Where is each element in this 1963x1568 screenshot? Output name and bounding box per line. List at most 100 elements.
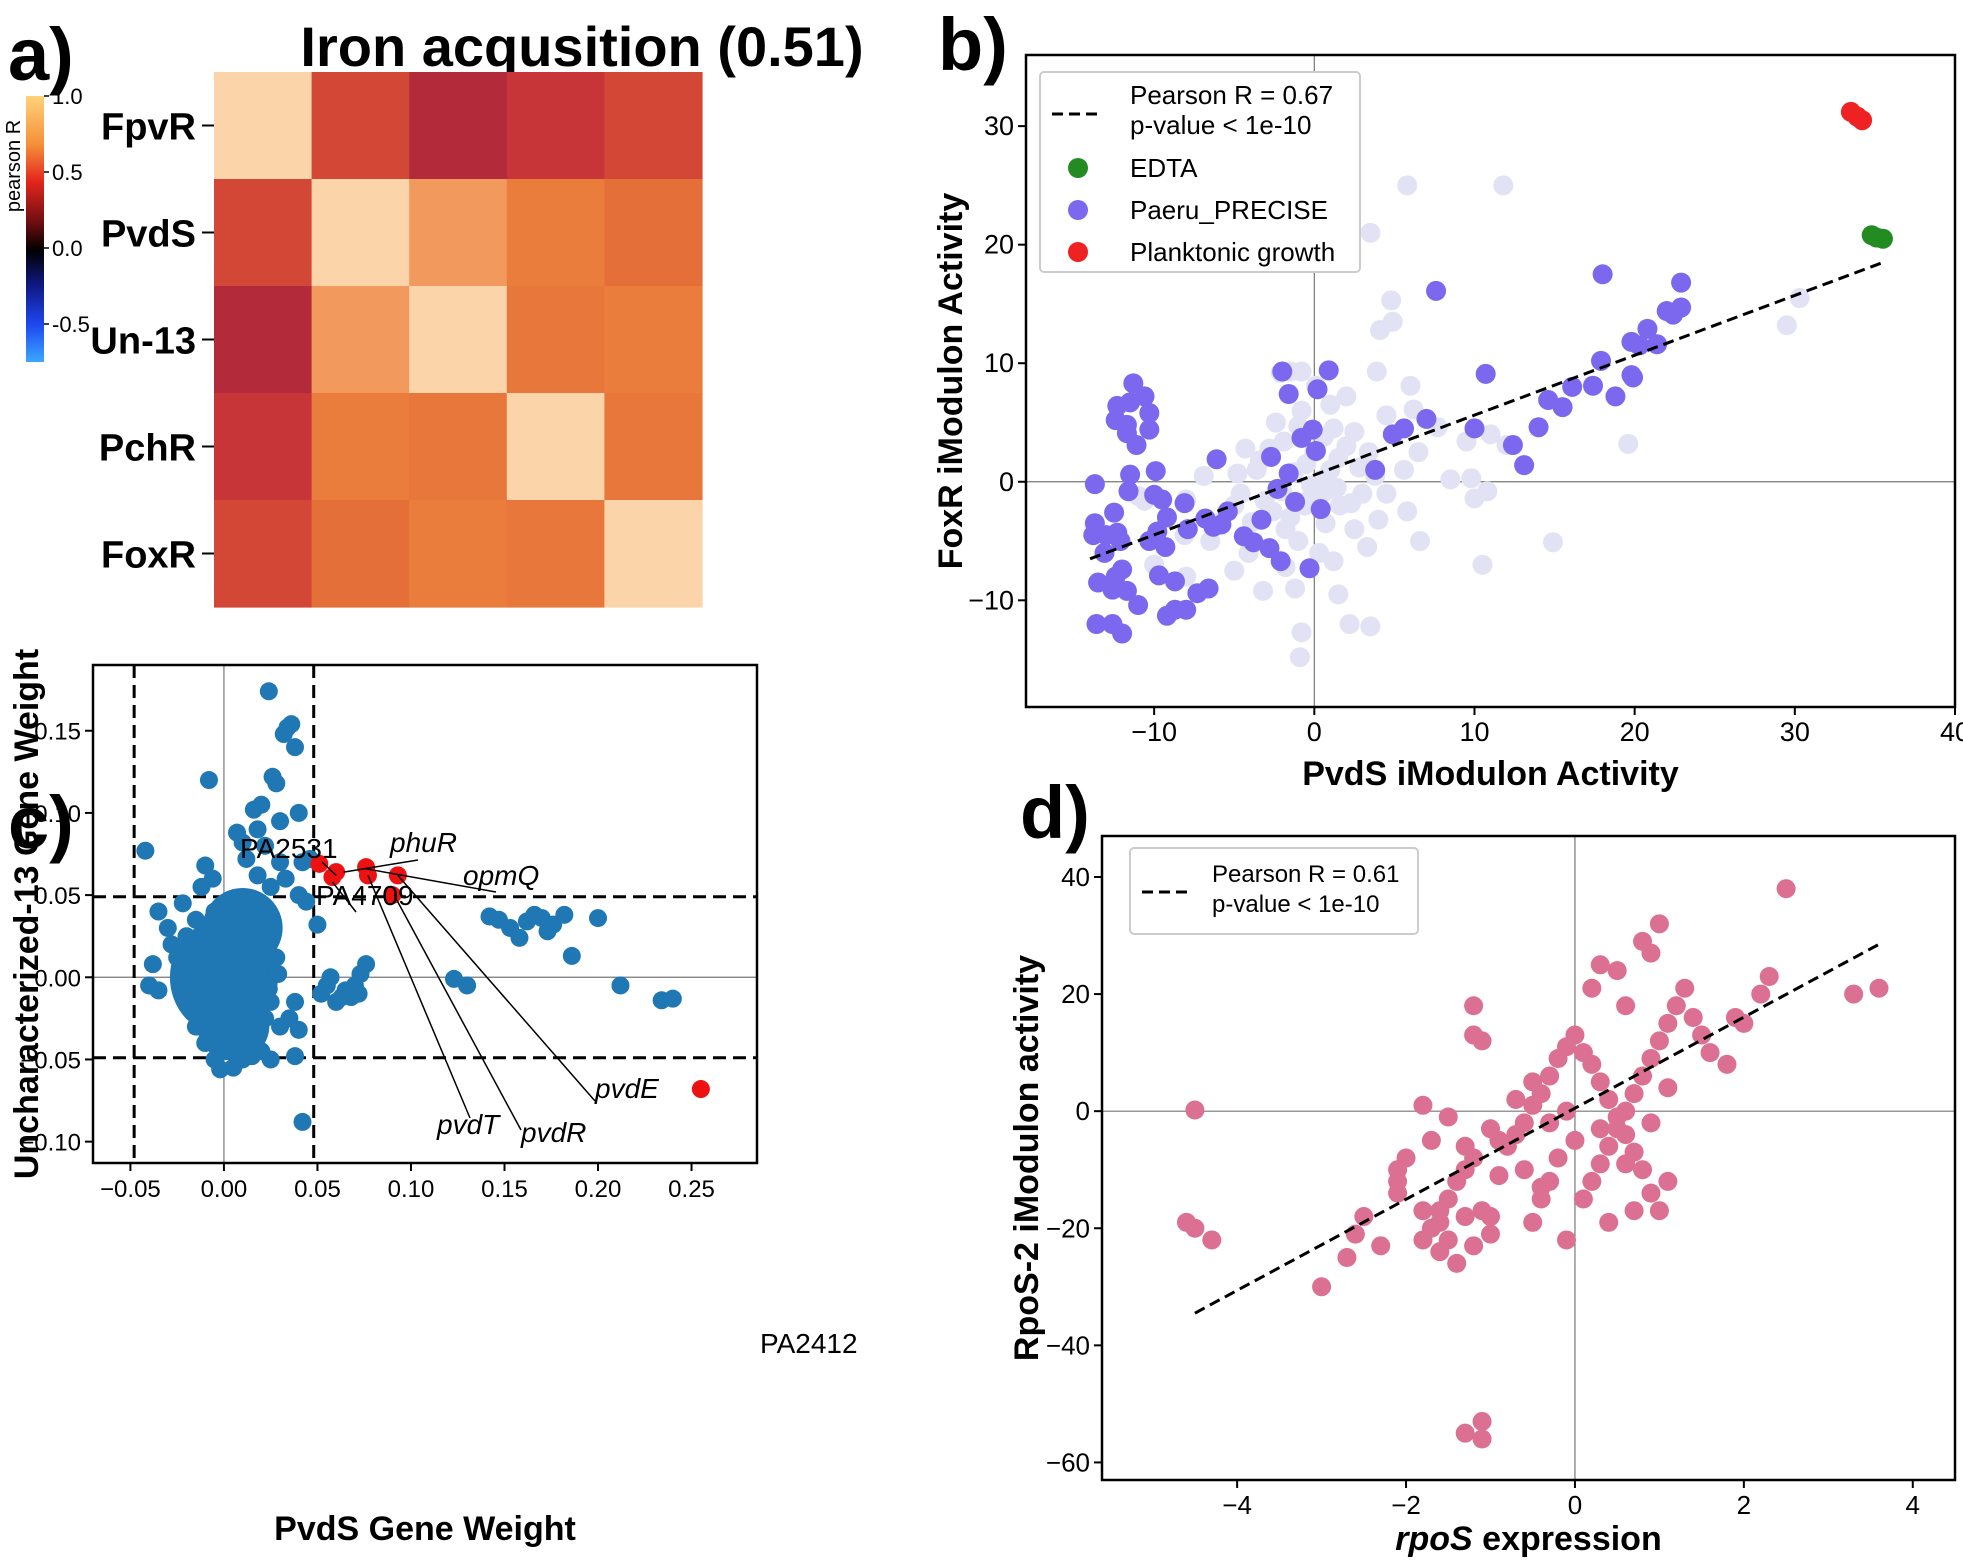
point-sample (1624, 1201, 1644, 1221)
point-paeru (1502, 435, 1523, 456)
point-gene (276, 869, 295, 888)
point-paeru-faint (1273, 431, 1294, 452)
point-gene (510, 928, 529, 947)
point-paeru-faint (1291, 400, 1312, 421)
point-paeru (1305, 440, 1326, 461)
annotation-label: opmQ (463, 860, 539, 891)
x-tick-label: 30 (1780, 717, 1810, 747)
point-paeru (1583, 375, 1604, 396)
point-paeru-faint (1291, 622, 1312, 643)
point-paeru (1562, 376, 1583, 397)
point-gene (203, 869, 222, 888)
point-paeru-faint (1246, 459, 1267, 480)
point-paeru (1086, 614, 1107, 635)
point-gene (589, 909, 608, 928)
point-paeru (1206, 449, 1227, 470)
annotation-label: pvdT (436, 1109, 501, 1140)
point-sample (1312, 1277, 1332, 1297)
point-paeru (1120, 464, 1141, 485)
point-paeru-faint (1397, 175, 1418, 196)
point-gene (199, 771, 218, 790)
point-paeru-faint (1400, 375, 1421, 396)
point-sample (1759, 967, 1779, 987)
point-sample (1590, 955, 1610, 975)
point-gene (205, 902, 224, 921)
point-paeru-faint (1285, 578, 1306, 599)
point-gene-highlight (691, 1080, 710, 1099)
point-sample (1717, 1054, 1737, 1074)
panel-label-c: c) (8, 781, 74, 864)
y-tick-label: −0.05 (20, 1047, 81, 1074)
point-paeru-faint (1410, 531, 1431, 552)
point-gene (158, 918, 177, 937)
point-gene (271, 853, 290, 872)
point-gene (220, 1025, 239, 1044)
point-sample (1472, 1031, 1492, 1051)
point-sample (1683, 1007, 1703, 1027)
point-paeru-faint (1235, 438, 1256, 459)
point-sample (1514, 1160, 1534, 1180)
scatter-panel-b: −10 0 10 20 30 40 −10 0 10 20 30 Pearson R = 0.67p-… (932, 53, 1963, 793)
heatmap-cell (604, 72, 703, 180)
point-sample (1641, 1113, 1661, 1133)
colorbar-tick-label: 1.0 (52, 84, 83, 109)
panel-label-b: b) (938, 3, 1008, 86)
point-paeru (1261, 446, 1282, 467)
point-paeru (1152, 489, 1173, 510)
point-paeru (1426, 280, 1447, 301)
point-sample (1641, 1183, 1661, 1203)
y-tick-label: 20 (984, 230, 1014, 260)
point-gene (458, 976, 477, 995)
heatmap-row-label: PchR (99, 428, 196, 470)
point-paeru-faint (1341, 493, 1362, 514)
point-gene (271, 1017, 290, 1036)
panel-label-d: d) (1020, 771, 1090, 854)
point-paeru (1243, 532, 1264, 553)
point-gene (286, 1047, 305, 1066)
point-paeru-faint (1472, 554, 1493, 575)
x-axis-label: rpoS expression (1395, 1520, 1661, 1558)
point-gene (205, 1050, 224, 1069)
point-gene (224, 1009, 243, 1028)
point-gene (261, 877, 280, 896)
heatmap-cell (604, 179, 703, 287)
point-paeru (1116, 414, 1137, 435)
point-paeru-faint (1227, 463, 1248, 484)
point-gene (186, 910, 205, 929)
scatter-panel-c: −0.05 0.00 0.05 0.10 0.15 0.20 0.25 −0.10 −0.05 0… (8, 649, 858, 1548)
point-gene (267, 948, 286, 967)
x-axis-label-gene: rpoS (1395, 1520, 1473, 1558)
point-sample (1692, 1025, 1712, 1045)
point-sample (1514, 1113, 1534, 1133)
heatmap-cell (506, 500, 605, 608)
point-paeru-faint (1344, 421, 1365, 442)
point-sample (1776, 879, 1796, 899)
annotation-line (321, 861, 337, 876)
legend-pearson: Pearson R = 0.61 (1212, 861, 1399, 888)
point-sample (1540, 1066, 1560, 1086)
legend-box (1129, 847, 1419, 935)
point-sample (1616, 996, 1636, 1016)
point-paeru-faint (1480, 424, 1501, 445)
heatmap-row-labels: FpvR PvdS Un-13 PchR FoxR (90, 107, 214, 577)
point-paeru (1259, 538, 1280, 559)
x-tick-label: 0.15 (481, 1176, 528, 1203)
legend-marker-planktonic (1068, 242, 1088, 262)
colorbar: 1.0 0.5 0.0 -0.5 pearson R (3, 84, 90, 362)
annotation-label: PA4709 (316, 880, 414, 911)
heatmap-cells (214, 72, 703, 608)
point-paeru (1139, 419, 1160, 440)
point-paeru-faint (1288, 531, 1309, 552)
point-sample (1388, 1183, 1408, 1203)
x-tick-label: −10 (1131, 717, 1177, 747)
x-axis-label: PvdS Gene Weight (274, 1510, 576, 1548)
annotation-line (393, 894, 522, 1131)
point-gene (261, 1050, 280, 1069)
annotation-line (397, 874, 596, 1102)
point-gene (222, 928, 241, 947)
point-paeru-faint (1776, 315, 1797, 336)
point-sample (1582, 1171, 1602, 1191)
point-sample (1464, 1148, 1484, 1168)
point-paeru-faint (1376, 405, 1397, 426)
